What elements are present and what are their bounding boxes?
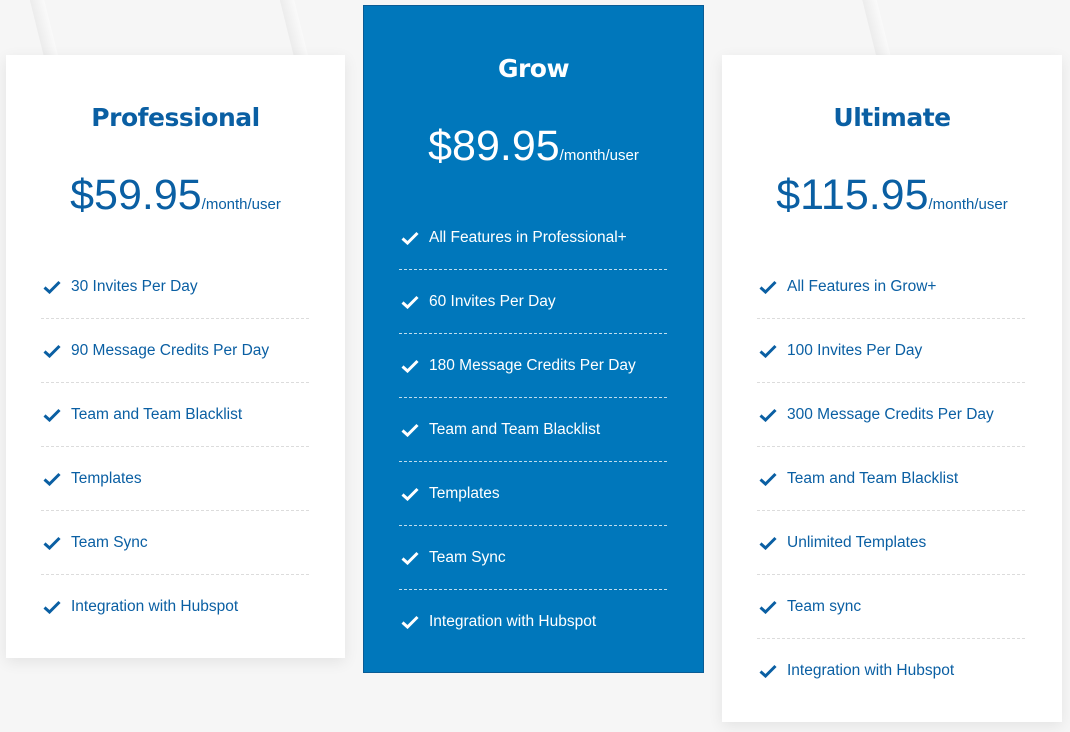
feature-label: 30 Invites Per Day (71, 277, 198, 295)
price-period: /month/user (559, 147, 639, 164)
feature-item: Integration with Hubspot (41, 575, 309, 639)
feature-label: Team and Team Blacklist (71, 405, 243, 423)
check-icon (43, 344, 61, 358)
feature-label: Templates (429, 484, 500, 502)
feature-item: All Features in Grow+ (757, 255, 1025, 319)
feature-list: All Features in Professional+ 60 Invites … (399, 206, 667, 654)
feature-label: 100 Invites Per Day (787, 341, 923, 359)
feature-list: 30 Invites Per Day 90 Message Credits Per… (41, 255, 309, 639)
feature-item: Integration with Hubspot (399, 590, 667, 654)
feature-label: Team Sync (429, 548, 506, 566)
plan-name: Professional (91, 103, 260, 132)
feature-item: Team Sync (399, 526, 667, 590)
feature-label: Templates (71, 469, 142, 487)
plan-card-professional: Professional $59.95/month/user 30 Invite… (6, 55, 345, 658)
feature-item: 60 Invites Per Day (399, 270, 667, 334)
check-icon (401, 231, 419, 245)
feature-label: 90 Message Credits Per Day (71, 341, 270, 359)
check-icon (43, 408, 61, 422)
feature-item: Team Sync (41, 511, 309, 575)
feature-item: Team and Team Blacklist (757, 447, 1025, 511)
check-icon (401, 295, 419, 309)
feature-item: Team sync (757, 575, 1025, 639)
feature-item: Integration with Hubspot (757, 639, 1025, 703)
feature-item: Team and Team Blacklist (41, 383, 309, 447)
check-icon (43, 472, 61, 486)
feature-label: Team and Team Blacklist (787, 469, 959, 487)
feature-item: 300 Message Credits Per Day (757, 383, 1025, 447)
check-icon (759, 280, 777, 294)
feature-label: Integration with Hubspot (429, 613, 597, 630)
feature-list: All Features in Grow+ 100 Invites Per Day… (757, 255, 1025, 703)
plan-price: $89.95/month/user (364, 122, 703, 171)
feature-label: 60 Invites Per Day (429, 292, 556, 310)
check-icon (759, 600, 777, 614)
check-icon (759, 664, 777, 679)
check-icon (759, 408, 777, 422)
price-amount: $89.95 (428, 122, 560, 170)
feature-item: Unlimited Templates (757, 511, 1025, 575)
check-icon (43, 536, 61, 550)
feature-item: Team and Team Blacklist (399, 398, 667, 462)
feature-item: 30 Invites Per Day (41, 255, 309, 319)
plan-name: Ultimate (833, 103, 951, 132)
price-period: /month/user (201, 196, 281, 213)
feature-item: Templates (41, 447, 309, 511)
check-icon (401, 551, 419, 565)
check-icon (401, 615, 419, 630)
feature-label: 300 Message Credits Per Day (787, 405, 994, 423)
check-icon (759, 472, 777, 486)
plan-card-ultimate: Ultimate $115.95/month/user All Features… (722, 55, 1062, 722)
feature-item: 100 Invites Per Day (757, 319, 1025, 383)
feature-label: Team and Team Blacklist (429, 420, 601, 438)
check-icon (759, 344, 777, 358)
feature-label: Unlimited Templates (787, 533, 927, 551)
price-amount: $59.95 (70, 171, 202, 219)
check-icon (43, 280, 61, 294)
price-period: /month/user (928, 196, 1008, 213)
plan-name: Grow (497, 54, 570, 83)
feature-item: 90 Message Credits Per Day (41, 319, 309, 383)
check-icon (759, 536, 777, 550)
feature-label: Integration with Hubspot (787, 662, 955, 679)
feature-item: All Features in Professional+ (399, 206, 667, 270)
feature-label: All Features in Grow+ (787, 277, 937, 295)
feature-item: 180 Message Credits Per Day (399, 334, 667, 398)
plan-card-grow: Grow $89.95/month/user All Features in P… (364, 6, 703, 672)
feature-label: All Features in Professional+ (429, 228, 627, 246)
plan-price: $115.95/month/user (722, 171, 1062, 220)
feature-label: Team sync (787, 597, 862, 615)
feature-label: 180 Message Credits Per Day (429, 356, 636, 374)
check-icon (401, 423, 419, 437)
check-icon (401, 359, 419, 373)
feature-label: Team Sync (71, 533, 148, 551)
check-icon (401, 487, 419, 501)
plan-price: $59.95/month/user (6, 171, 345, 220)
check-icon (43, 600, 61, 615)
feature-label: Integration with Hubspot (71, 598, 239, 615)
feature-item: Templates (399, 462, 667, 526)
price-amount: $115.95 (776, 171, 929, 219)
